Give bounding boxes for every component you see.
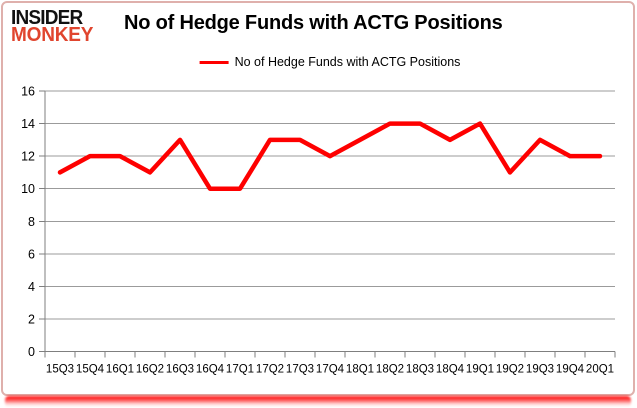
logo-text-insider: INSIDER [11,6,83,29]
chart-card [1,1,635,396]
x-tick-label: 17Q2 [256,364,284,376]
x-tick-label: 16Q3 [166,364,194,376]
x-tick-label: 15Q4 [76,364,105,376]
y-tick-label: 12 [21,150,35,164]
y-tick-label: 8 [28,215,35,229]
x-tick-label: 16Q1 [106,364,134,376]
x-tick-label: 19Q3 [526,364,554,376]
logo-text-monkey: MONKEY [11,23,94,46]
y-tick-label: 10 [21,182,35,196]
x-tick-label: 18Q4 [436,364,465,376]
chart-title: No of Hedge Funds with ACTG Positions [124,12,503,34]
legend: No of Hedge Funds with ACTG Positions [199,55,461,69]
legend-line-marker [199,60,229,64]
y-tick-label: 14 [21,117,35,131]
x-tick-label: 16Q2 [136,364,164,376]
x-tick-label: 16Q4 [196,364,225,376]
x-tick-label: 20Q1 [586,364,614,376]
y-tick-label: 4 [28,280,35,294]
legend-label: No of Hedge Funds with ACTG Positions [234,55,461,69]
x-tick-label: 18Q3 [406,364,434,376]
x-tick-label: 19Q1 [466,364,494,376]
insider-monkey-logo: INSIDER MONKEY [11,6,94,46]
x-tick-label: 15Q3 [46,364,74,376]
x-tick-label: 19Q2 [496,364,524,376]
y-tick-label: 0 [28,345,35,359]
x-tick-label: 17Q3 [286,364,314,376]
x-tick-label: 19Q4 [556,364,585,376]
y-tick-label: 6 [28,247,35,261]
x-tick-label: 17Q1 [226,364,254,376]
y-tick-label: 2 [28,312,35,326]
series-line [57,121,603,191]
x-tick-label: 18Q2 [376,364,404,376]
x-tick-label: 18Q1 [346,364,374,376]
x-tick-label: 17Q4 [316,364,345,376]
y-tick-label: 16 [21,85,35,99]
bottom-red-glow [5,396,631,407]
